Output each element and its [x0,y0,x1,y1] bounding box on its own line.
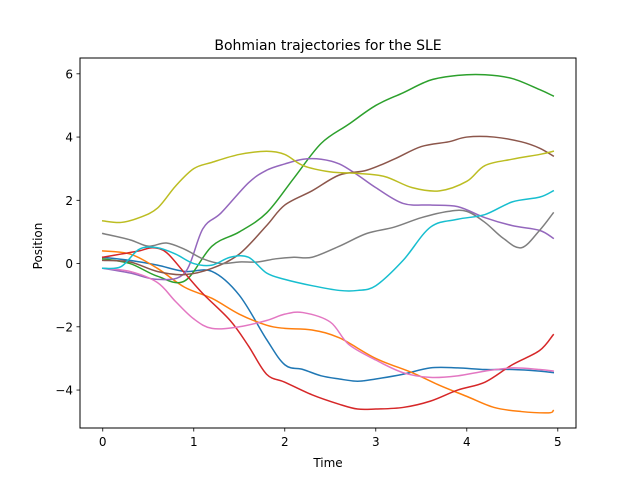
trajectory-line-6 [101,135,555,276]
trajectory-line-9 [101,150,555,224]
axes-frame [79,57,577,429]
y-tick-label: 6 [65,67,73,81]
y-tick-label: 0 [65,257,73,271]
trajectory-line-10 [101,189,555,292]
y-tick-label: −2 [55,320,73,334]
trajectory-line-3 [101,73,555,284]
y-tick-label: 4 [65,131,73,145]
x-axis-label: Time [312,456,342,470]
x-tick-label: 4 [463,435,471,449]
y-tick-label: 2 [65,194,73,208]
trajectory-line-1 [101,256,555,382]
x-tick-label: 2 [281,435,289,449]
y-axis-label: Position [31,223,45,270]
plot-series-group [101,73,555,414]
trajectory-line-8 [101,209,555,265]
x-tick-label: 5 [554,435,562,449]
x-axis-ticks: 0 1 2 3 4 5 [99,428,562,449]
x-tick-label: 3 [372,435,380,449]
y-axis-ticks: −4 −2 0 2 4 6 [55,67,80,398]
x-tick-label: 1 [190,435,198,449]
chart-title: Bohmian trajectories for the SLE [214,38,441,54]
y-tick-label: −4 [55,384,73,398]
trajectory-line-2 [101,250,555,414]
trajectory-line-7 [101,267,555,379]
x-tick-label: 0 [99,435,107,449]
